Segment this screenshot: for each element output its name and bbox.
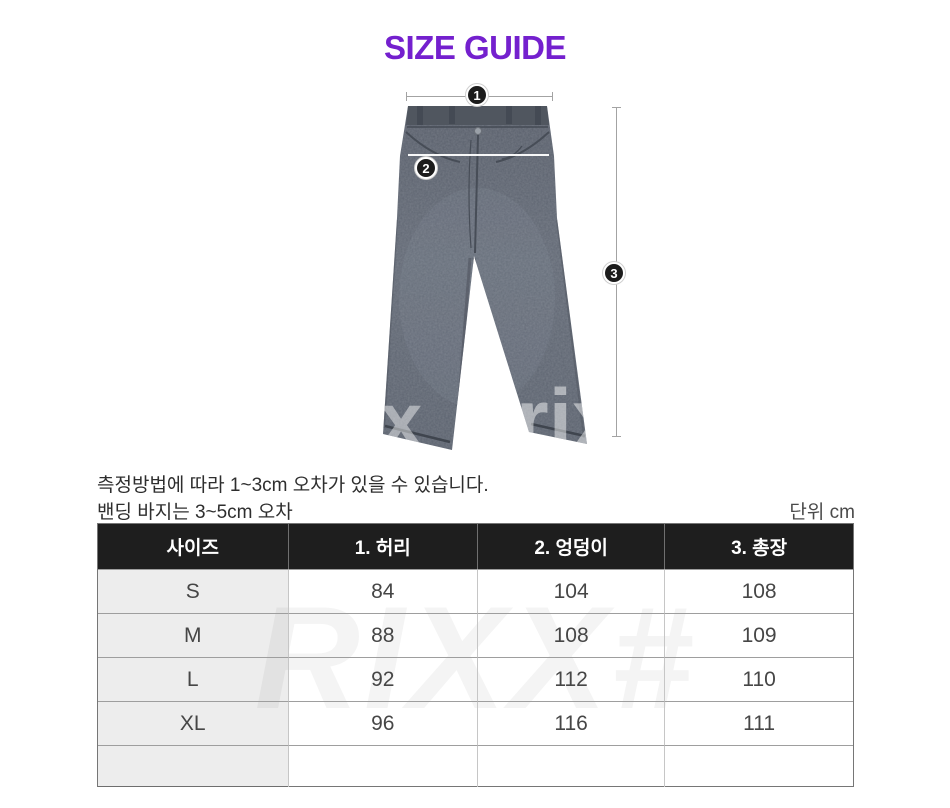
marker-2-hip: 2 [415, 157, 437, 179]
cell-size-s: S [98, 569, 288, 613]
cell-length-empty [664, 745, 853, 787]
cell-waist-xl: 96 [287, 701, 477, 745]
size-table: 사이즈 1. 허리 2. 엉덩이 3. 총장 S 84 104 108 M 88… [97, 523, 854, 787]
cell-hip-empty [477, 745, 665, 787]
marker-1-label: 1 [473, 87, 481, 103]
marker-2-label: 2 [422, 160, 430, 176]
col-header-hip: 2. 엉덩이 [477, 524, 665, 569]
cell-hip-l: 112 [477, 657, 665, 701]
jeans-watermark-right: rix [516, 372, 605, 463]
cell-length-xl: 111 [664, 701, 853, 745]
cell-length-l: 110 [664, 657, 853, 701]
size-table-section: RIXX# 사이즈 1. 허리 2. 엉덩이 3. 총장 S 84 104 10… [97, 523, 854, 787]
cell-hip-m: 108 [477, 613, 665, 657]
note-measurement-tolerance: 측정방법에 따라 1~3cm 오차가 있을 수 있습니다. [97, 475, 489, 496]
measure-line-hip [408, 154, 549, 156]
page-title: SIZE GUIDE [383, 29, 567, 66]
cell-hip-xl: 116 [477, 701, 665, 745]
measure-tick [406, 92, 407, 101]
cell-waist-l: 92 [287, 657, 477, 701]
cell-hip-s: 104 [477, 569, 665, 613]
marker-3-length: 3 [603, 262, 625, 284]
unit-label: 단위 cm [789, 502, 855, 523]
cell-size-l: L [98, 657, 288, 701]
cell-waist-empty [287, 745, 477, 787]
cell-waist-s: 84 [287, 569, 477, 613]
marker-1-waist: 1 [466, 84, 488, 106]
cell-size-xl: XL [98, 701, 288, 745]
cell-size-m: M [98, 613, 288, 657]
cell-size-empty [98, 745, 288, 787]
jeans-photo: x rix [380, 106, 605, 463]
measure-tick [552, 92, 553, 101]
cell-length-m: 109 [664, 613, 853, 657]
col-header-waist: 1. 허리 [287, 524, 477, 569]
measure-tick [612, 436, 621, 437]
col-header-size: 사이즈 [98, 524, 288, 569]
measure-tick [612, 107, 621, 108]
cell-waist-m: 88 [287, 613, 477, 657]
marker-3-label: 3 [610, 265, 618, 281]
cell-length-s: 108 [664, 569, 853, 613]
jeans-watermark-left: x [380, 378, 422, 463]
col-header-length: 3. 총장 [664, 524, 853, 569]
note-banding-tolerance: 밴딩 바지는 3~5cm 오차 [97, 502, 293, 523]
